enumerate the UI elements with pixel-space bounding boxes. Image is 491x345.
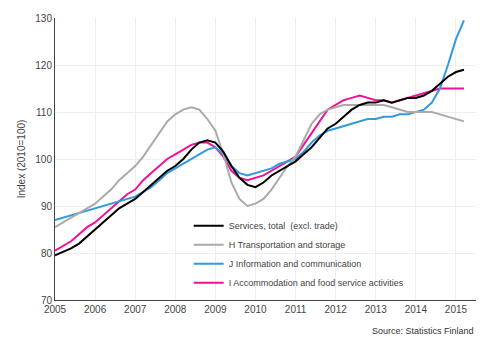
svg-text:2008: 2008 — [164, 304, 187, 315]
svg-text:2013: 2013 — [365, 304, 388, 315]
svg-text:90: 90 — [41, 201, 53, 212]
svg-text:2010: 2010 — [244, 304, 267, 315]
svg-text:100: 100 — [35, 154, 52, 165]
svg-text:110: 110 — [36, 107, 52, 118]
svg-text:70: 70 — [41, 295, 53, 306]
svg-text:Source: Statistics Finland: Source: Statistics Finland — [372, 326, 474, 336]
svg-text:80: 80 — [41, 248, 53, 259]
svg-text:H Transportation and storage: H Transportation and storage — [229, 240, 346, 250]
svg-text:2012: 2012 — [325, 304, 348, 315]
svg-text:120: 120 — [35, 60, 52, 71]
svg-text:2011: 2011 — [285, 304, 307, 315]
svg-text:2006: 2006 — [84, 304, 107, 315]
svg-text:Index (2010=100): Index (2010=100) — [16, 120, 27, 199]
svg-text:2007: 2007 — [124, 304, 147, 315]
svg-text:2009: 2009 — [204, 304, 227, 315]
svg-text:2015: 2015 — [445, 304, 468, 315]
svg-text:Services, total (excl. trade): Services, total (excl. trade) — [229, 221, 338, 231]
svg-text:J Information and communicatio: J Information and communication — [229, 259, 362, 269]
svg-text:2005: 2005 — [44, 304, 67, 315]
svg-text:I Accommodation and food servi: I Accommodation and food service activit… — [229, 278, 404, 288]
svg-text:2014: 2014 — [405, 304, 428, 315]
svg-text:130: 130 — [35, 13, 52, 24]
